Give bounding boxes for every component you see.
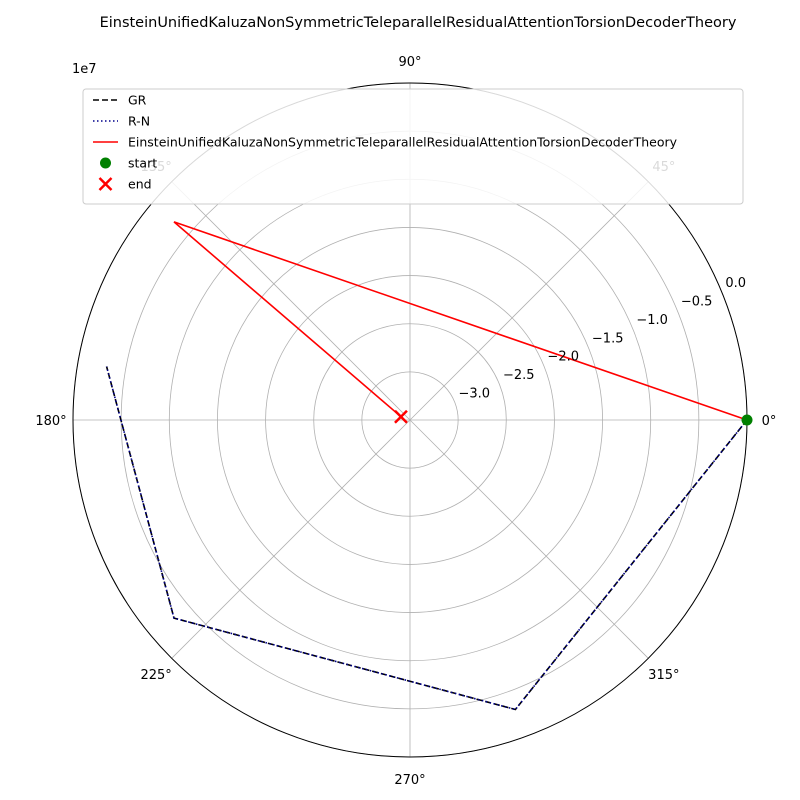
- radial-tick-label: −1.5: [592, 331, 624, 346]
- angular-gridline: [171, 181, 411, 421]
- legend-label: R-N: [128, 114, 150, 129]
- legend-label: start: [128, 156, 157, 171]
- radial-tick-label: −2.0: [547, 350, 579, 365]
- marker-start: [741, 414, 753, 426]
- radial-multiplier: 1e7: [72, 62, 97, 77]
- series-line-2: [173, 221, 748, 421]
- legend-swatch: [98, 177, 113, 191]
- marker-layer: [394, 409, 753, 426]
- chart-title: EinsteinUnifiedKaluzaNonSymmetricTelepar…: [100, 15, 737, 31]
- radial-tick-label: 0.0: [725, 276, 746, 291]
- angular-gridline: [171, 419, 411, 659]
- angle-tick-label: 180°: [35, 414, 66, 429]
- legend-label: EinsteinUnifiedKaluzaNonSymmetricTelepar…: [128, 135, 678, 150]
- legend-swatch: [100, 157, 111, 169]
- radial-tick-label: −3.0: [458, 387, 490, 402]
- legend-frame: [82, 88, 744, 205]
- legend-label: end: [128, 177, 152, 192]
- angle-tick-label: 270°: [394, 773, 425, 788]
- legend-label: GR: [128, 93, 147, 108]
- marker-end: [394, 409, 408, 424]
- radial-tick-label: −0.5: [681, 294, 713, 309]
- angular-gridline: [409, 419, 649, 659]
- polar-grid: [72, 82, 748, 758]
- legend: GR R-N EinsteinUnifiedKaluzaNonSymmetricTe…: [82, 88, 744, 205]
- radial-tick-label: −1.0: [636, 313, 668, 328]
- angular-gridline: [409, 181, 649, 421]
- angle-tick-label: 90°: [398, 55, 421, 70]
- series-layer: [105, 221, 748, 711]
- angle-tick-label: 225°: [140, 668, 171, 683]
- radial-tick-label: −2.5: [503, 368, 535, 383]
- angle-tick-label: 315°: [648, 668, 679, 683]
- angle-tick-label: 0°: [762, 414, 777, 429]
- series-line-1: [105, 366, 748, 711]
- marker-stroke: [394, 409, 408, 424]
